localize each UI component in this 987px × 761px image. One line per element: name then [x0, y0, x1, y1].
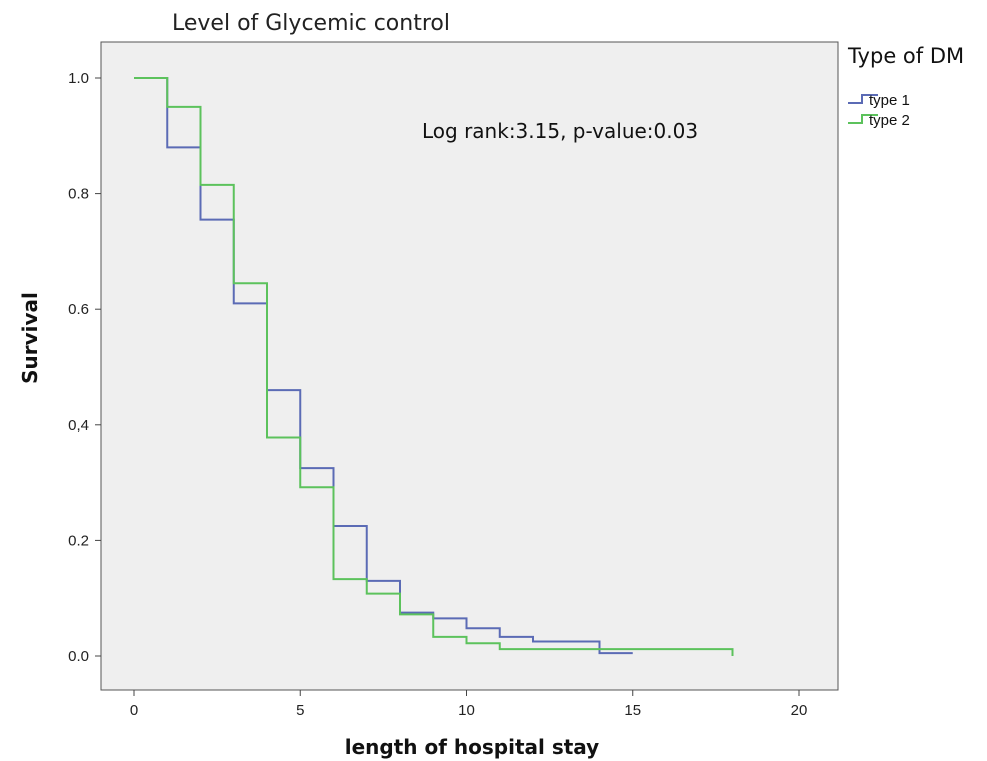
legend-title: Type of DM	[847, 44, 964, 68]
series-layer	[134, 77, 734, 656]
plot-area	[100, 41, 839, 691]
y-tick-label: 0.2	[68, 532, 89, 549]
legend: type 1 type 2	[848, 92, 910, 129]
x-axis-label: length of hospital stay	[345, 735, 599, 759]
x-tick-label: 0	[130, 702, 138, 719]
series-line-type-1	[134, 77, 633, 655]
legend-swatch	[848, 94, 878, 104]
series-line-type-2	[134, 77, 734, 656]
y-tick-label: 0.0	[68, 648, 89, 665]
legend-label: type 2	[869, 112, 910, 129]
x-tick-label: 15	[624, 702, 641, 719]
log-rank-annotation: Log rank:3.15, p-value:0.03	[422, 119, 698, 143]
y-tick-label: 0.6	[68, 301, 89, 318]
legend-label: type 1	[869, 92, 910, 109]
chart-title: Level of Glycemic control	[172, 11, 450, 36]
legend-swatch	[848, 114, 878, 124]
y-axis: 0.0 0.2 0,4 0.6 0.8 1.0	[68, 70, 101, 665]
y-tick-label: 0,4	[68, 417, 89, 434]
y-tick-label: 0.8	[68, 186, 89, 203]
y-axis-label: Survival	[18, 292, 42, 384]
x-tick-label: 20	[791, 702, 808, 719]
x-axis: 0 5 10 15 20	[130, 690, 808, 719]
x-tick-label: 10	[458, 702, 475, 719]
x-tick-label: 5	[296, 702, 304, 719]
y-tick-label: 1.0	[68, 70, 89, 87]
